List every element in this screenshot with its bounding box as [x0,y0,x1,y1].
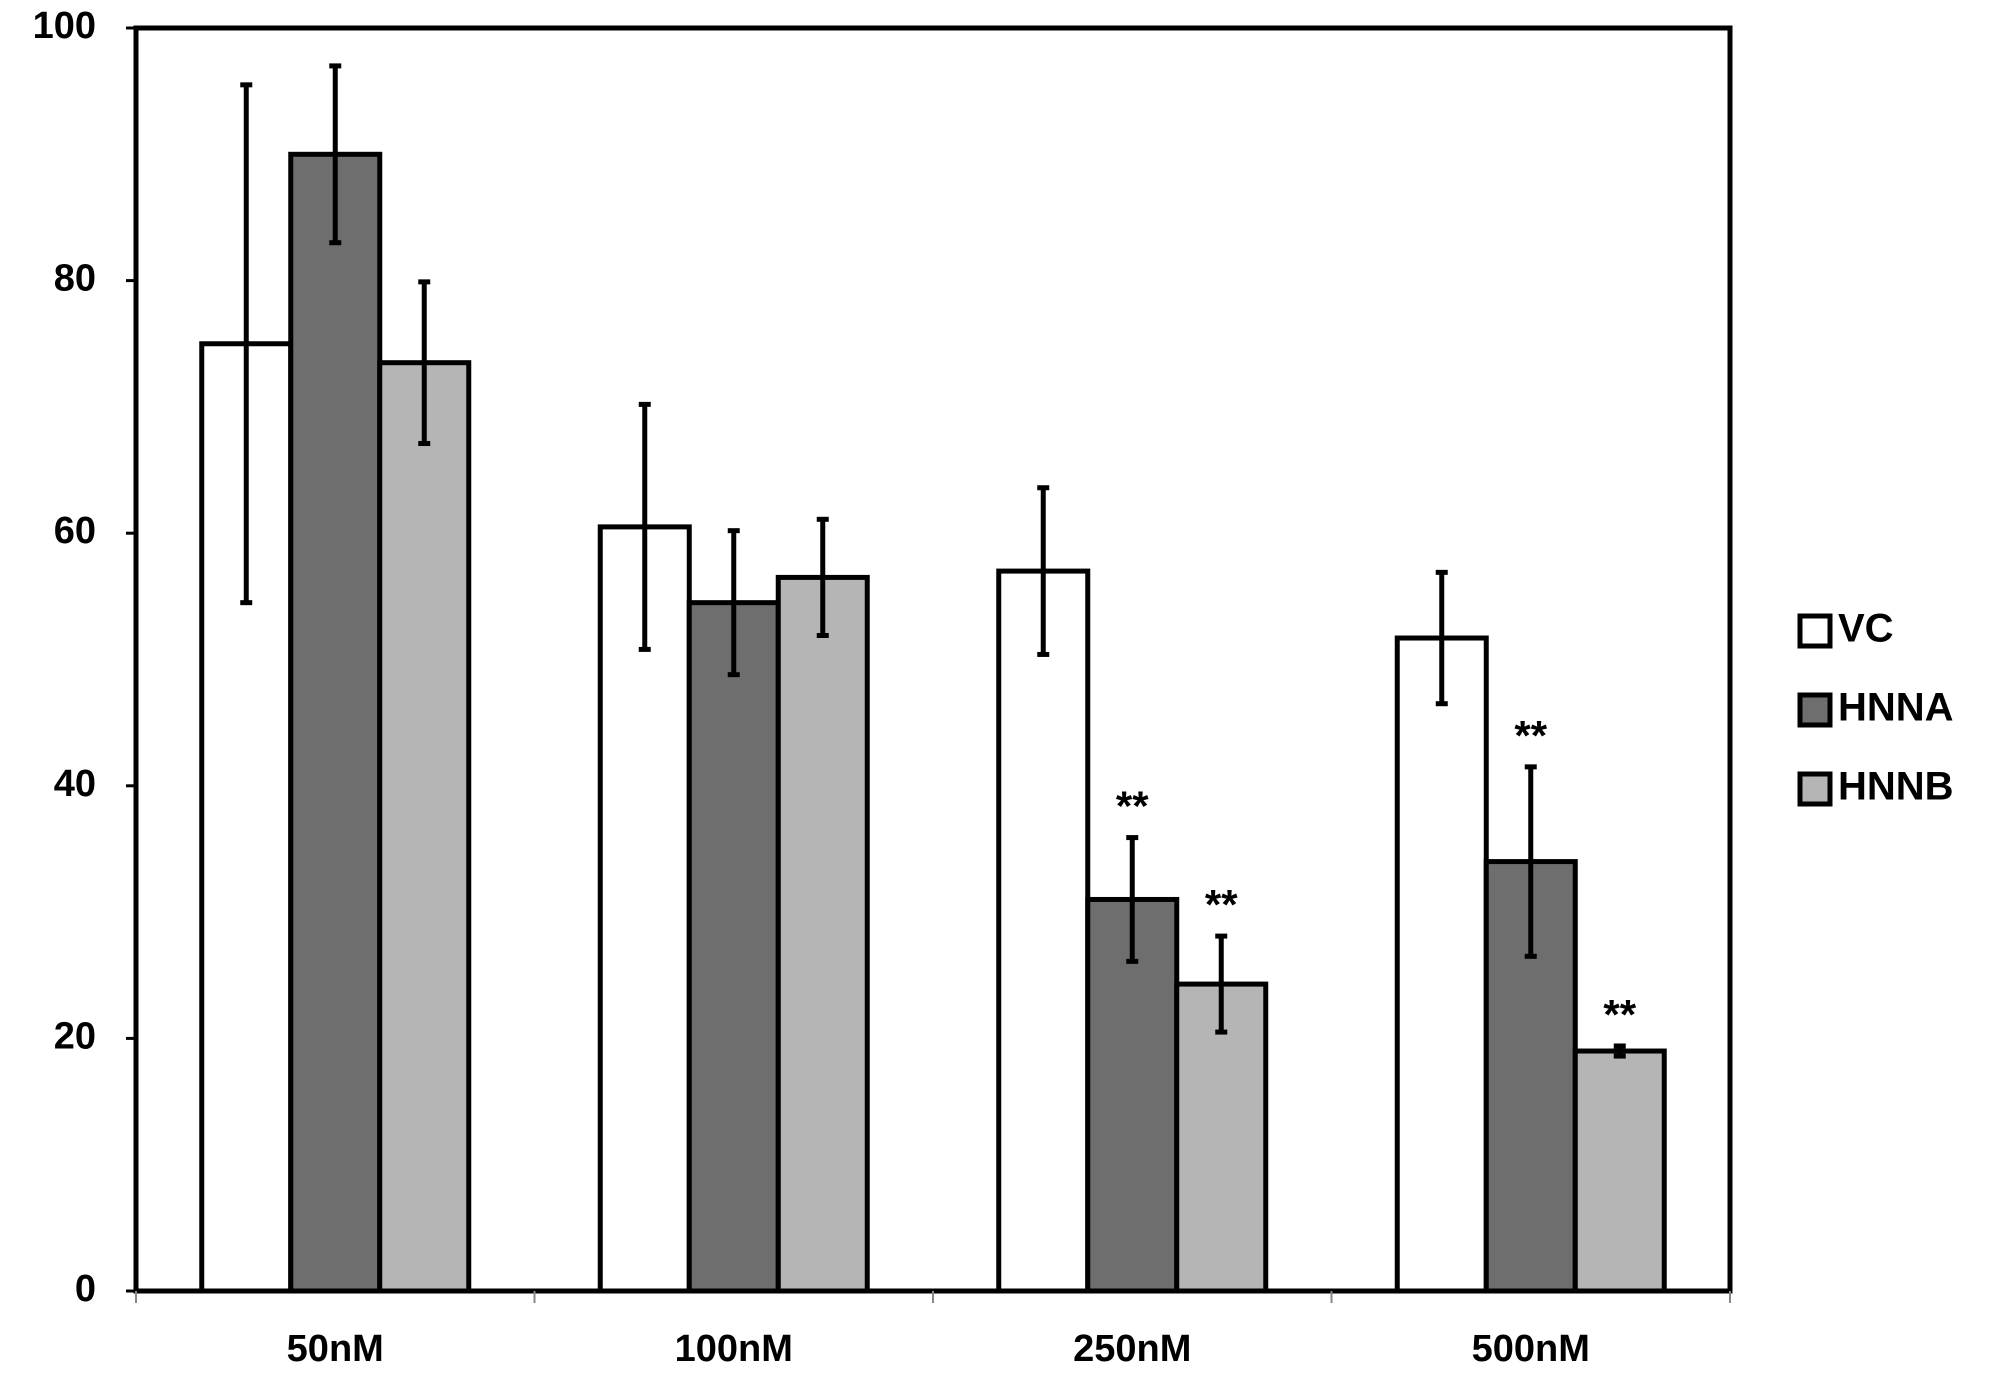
legend-label: VC [1838,607,1894,651]
bar [1085,896,1180,1294]
significance-label: ** [1205,881,1238,928]
legend-swatch [1797,613,1833,649]
significance-label: ** [1116,783,1149,830]
bar [686,600,781,1294]
legend-label: HNNA [1838,686,1954,730]
y-tick-label: 40 [54,763,96,805]
bar [775,574,870,1294]
legend-swatch [1797,771,1833,807]
y-tick-label: 100 [33,5,96,47]
bar [1394,635,1489,1294]
bar [288,151,383,1294]
x-tick-label: 50nM [287,1328,384,1370]
y-tick-label: 80 [54,258,96,300]
significance-label: ** [1514,712,1547,759]
x-tick-label: 100nM [675,1328,793,1370]
y-tick-label: 0 [75,1268,96,1310]
bar [597,524,692,1294]
legend-label: HNNB [1838,765,1954,809]
x-tick-label: 500nM [1472,1328,1590,1370]
bar [996,568,1091,1294]
x-tick-label: 250nM [1073,1328,1191,1370]
y-tick-label: 20 [54,1015,96,1057]
y-tick-label: 60 [54,510,96,552]
significance-label: ** [1603,991,1636,1038]
bar [1572,1048,1667,1294]
bar [377,360,472,1294]
legend-swatch [1797,692,1833,728]
